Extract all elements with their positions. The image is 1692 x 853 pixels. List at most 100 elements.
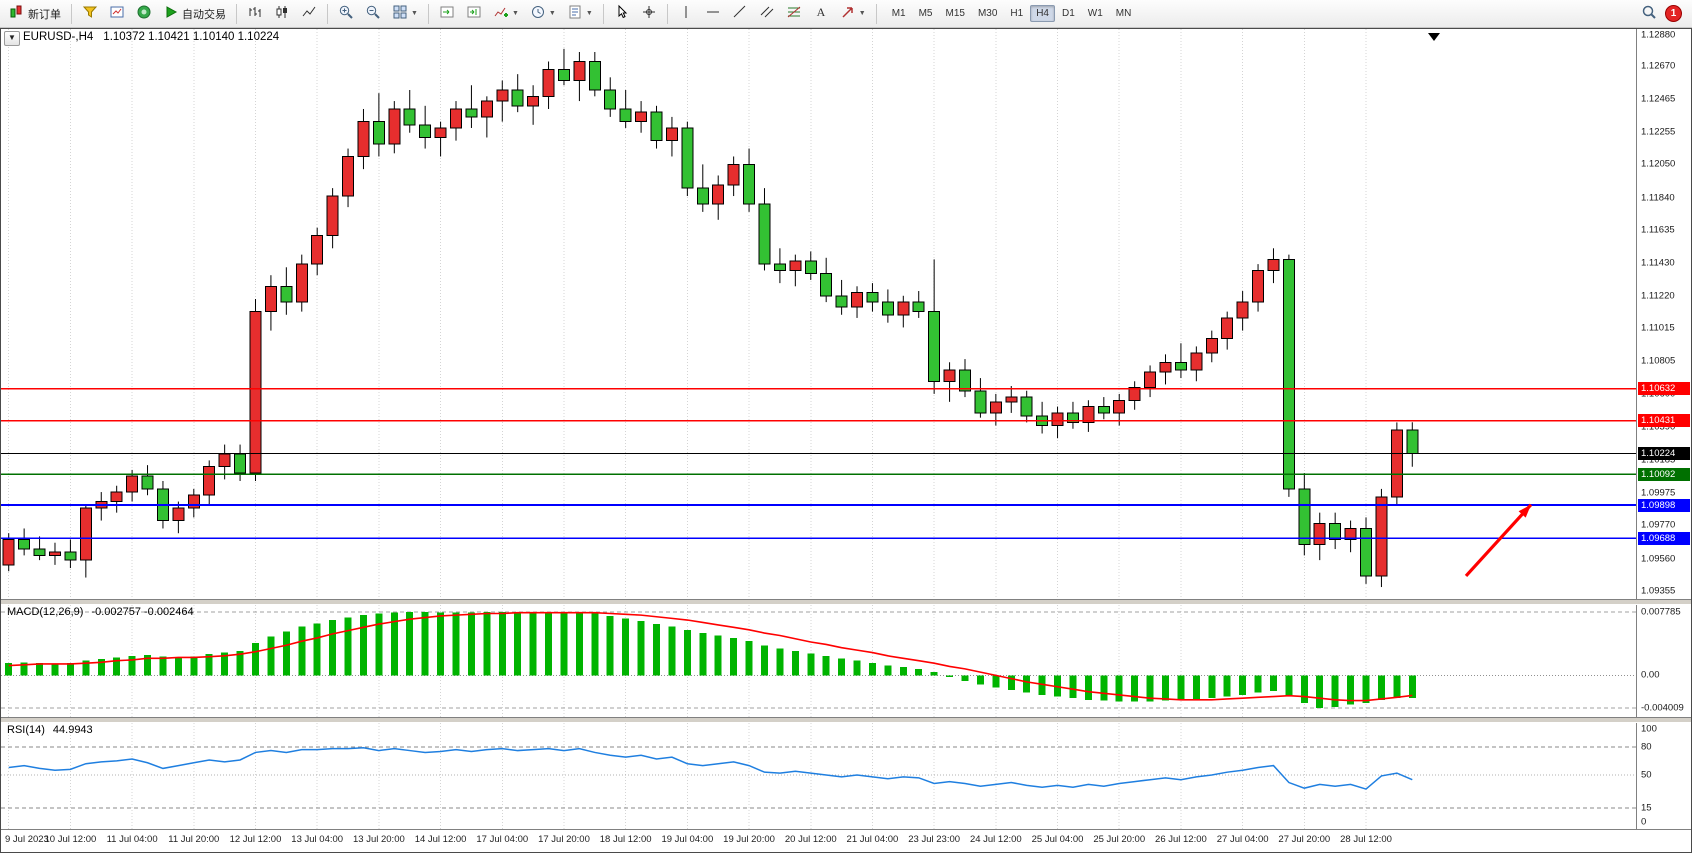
- time-axis[interactable]: 9 Jul 2023 10 Jul 12:00 11 Jul 04:00 11 Jul…: [1, 829, 1691, 852]
- time-label: 26 Jul 12:00: [1155, 834, 1207, 845]
- alert-badge[interactable]: 1: [1665, 5, 1682, 22]
- auto-scroll-button[interactable]: [434, 2, 460, 26]
- timeframe-h1[interactable]: H1: [1004, 5, 1029, 22]
- timeframe-d1[interactable]: D1: [1056, 5, 1081, 22]
- price-panel: ▼ EURUSD-,H4 1.10372 1.10421 1.10140 1.10…: [1, 29, 1691, 599]
- axis-label: 1.11015: [1641, 322, 1675, 334]
- auto-scroll-icon: [439, 4, 455, 23]
- fibonacci-icon: [786, 4, 802, 23]
- axis-label: 80: [1641, 741, 1652, 753]
- macd-axis[interactable]: 0.007785 0.00 -0.004009: [1636, 605, 1691, 717]
- tile-windows-button[interactable]: ▼: [387, 2, 423, 26]
- horizontal-line-button[interactable]: [700, 2, 726, 26]
- new-order-label: 新订单: [28, 8, 61, 21]
- time-label: 28 Jul 12:00: [1340, 834, 1392, 845]
- toolbar-separator: [236, 3, 237, 24]
- candlestick-chart-button[interactable]: [269, 2, 295, 26]
- price-badge: 1.10224: [1638, 446, 1690, 460]
- rsi-panel-plot[interactable]: RSI(14) 44.9943: [1, 723, 1636, 829]
- channel-button[interactable]: [754, 2, 780, 26]
- timeframe-m5[interactable]: M5: [913, 5, 939, 22]
- autotrading-button[interactable]: 自动交易: [158, 2, 231, 26]
- zoom-in-button[interactable]: [333, 2, 359, 26]
- one-click-trading-toggle[interactable]: ▼: [4, 31, 20, 46]
- time-label: 27 Jul 04:00: [1216, 834, 1269, 845]
- price-panel-plot[interactable]: ▼ EURUSD-,H4 1.10372 1.10421 1.10140 1.10…: [1, 29, 1636, 599]
- timeframe-m30[interactable]: M30: [972, 5, 1003, 22]
- time-label: 23 Jul 23:00: [908, 834, 961, 845]
- time-label: 10 Jul 12:00: [44, 834, 97, 845]
- toolbar: 新订单 自动交易 ▼ ▼ ▼ ▼ A ▼ M1 M5 M15 M30 H1 H4 D1 W1 M…: [0, 0, 1692, 28]
- axis-label: 0.00: [1641, 669, 1660, 681]
- line-chart-button[interactable]: [296, 2, 322, 26]
- axis-label: 100: [1641, 723, 1657, 735]
- axis-label: 1.12465: [1641, 93, 1676, 105]
- indicators-button[interactable]: ▼: [488, 2, 524, 26]
- timeframe-w1[interactable]: W1: [1082, 5, 1109, 22]
- time-label: 18 Jul 12:00: [599, 834, 652, 845]
- indicators-icon: [493, 4, 509, 23]
- axis-label: 1.12255: [1641, 126, 1676, 138]
- axis-label: -0.004009: [1641, 702, 1684, 714]
- market-watch-icon: [109, 4, 125, 23]
- periods-button[interactable]: ▼: [525, 2, 561, 26]
- chart-shift-button[interactable]: [461, 2, 487, 26]
- trendline-button[interactable]: [727, 2, 753, 26]
- zoom-out-button[interactable]: [360, 2, 386, 26]
- axis-label: 1.11840: [1641, 192, 1675, 204]
- time-label: 12 Jul 12:00: [229, 834, 282, 845]
- arrows-tool-button[interactable]: ▼: [835, 2, 871, 26]
- svg-text:A: A: [816, 5, 825, 19]
- timeframe-m15[interactable]: M15: [940, 5, 971, 22]
- channel-icon: [759, 4, 775, 23]
- caret-down-icon: ▼: [511, 10, 519, 17]
- market-watch-button[interactable]: [104, 2, 130, 26]
- crosshair-icon: [641, 4, 657, 23]
- macd-panel-plot[interactable]: MACD(12,26,9) -0.002757 -0.002464: [1, 605, 1636, 717]
- templates-button[interactable]: ▼: [562, 2, 598, 26]
- timeframe-h4[interactable]: H4: [1030, 5, 1055, 22]
- rsi-axis[interactable]: 100 80 50 15 0: [1636, 723, 1691, 829]
- cursor-button[interactable]: [609, 2, 635, 26]
- axis-label: 1.10390: [1641, 421, 1676, 433]
- toolbar-separator: [666, 3, 668, 24]
- metaeditor-button[interactable]: [77, 2, 103, 26]
- price-badge: 1.10431: [1638, 414, 1690, 428]
- axis-label: 1.09560: [1641, 553, 1676, 565]
- caret-down-icon: ▼: [411, 10, 418, 17]
- bar-chart-button[interactable]: [242, 2, 268, 26]
- chart-window: ▼ EURUSD-,H4 1.10372 1.10421 1.10140 1.10…: [0, 28, 1692, 853]
- timeframe-mn[interactable]: MN: [1110, 5, 1138, 22]
- new-order-icon: [9, 4, 25, 23]
- macd-values: -0.002757 -0.002464: [91, 606, 194, 618]
- timeframe-group: M1 M5 M15 M30 H1 H4 D1 W1 MN: [886, 5, 1138, 22]
- new-order-button[interactable]: 新订单: [4, 2, 66, 26]
- vertical-line-button[interactable]: [673, 2, 699, 26]
- candlestick-icon: [274, 4, 290, 23]
- navigator-button[interactable]: [131, 2, 157, 26]
- vertical-line-icon: [678, 4, 694, 23]
- price-axis[interactable]: 1.12880 1.12670 1.12465 1.12255 1.12050 1.118…: [1636, 29, 1691, 599]
- axis-label: 0.007785: [1641, 606, 1681, 618]
- timeframe-m1[interactable]: M1: [886, 5, 912, 22]
- chart-shift-marker[interactable]: [1428, 33, 1440, 41]
- search-button[interactable]: [1636, 2, 1662, 26]
- time-label: 11 Jul 04:00: [106, 834, 158, 845]
- axis-label: 1.09355: [1641, 585, 1676, 597]
- axis-label: 1.09770: [1641, 519, 1676, 531]
- trend-arrow-annotation[interactable]: [1464, 503, 1533, 578]
- time-label: 17 Jul 20:00: [538, 834, 590, 845]
- crosshair-button[interactable]: [636, 2, 662, 26]
- time-label: 17 Jul 04:00: [476, 834, 529, 845]
- panel-splitter[interactable]: [1, 599, 1691, 605]
- text-tool-button[interactable]: A: [808, 2, 834, 26]
- time-label: 19 Jul 04:00: [661, 834, 714, 845]
- panel-splitter[interactable]: [1, 717, 1691, 723]
- fibonacci-button[interactable]: [781, 2, 807, 26]
- chart-legend: EURUSD-,H4 1.10372 1.10421 1.10140 1.1022…: [23, 31, 279, 43]
- rsi-name: RSI(14): [7, 724, 45, 736]
- horizontal-line-icon: [705, 4, 721, 23]
- line-chart-icon: [301, 4, 317, 23]
- price-badge: 1.09898: [1638, 498, 1690, 512]
- time-label: 13 Jul 20:00: [352, 834, 405, 845]
